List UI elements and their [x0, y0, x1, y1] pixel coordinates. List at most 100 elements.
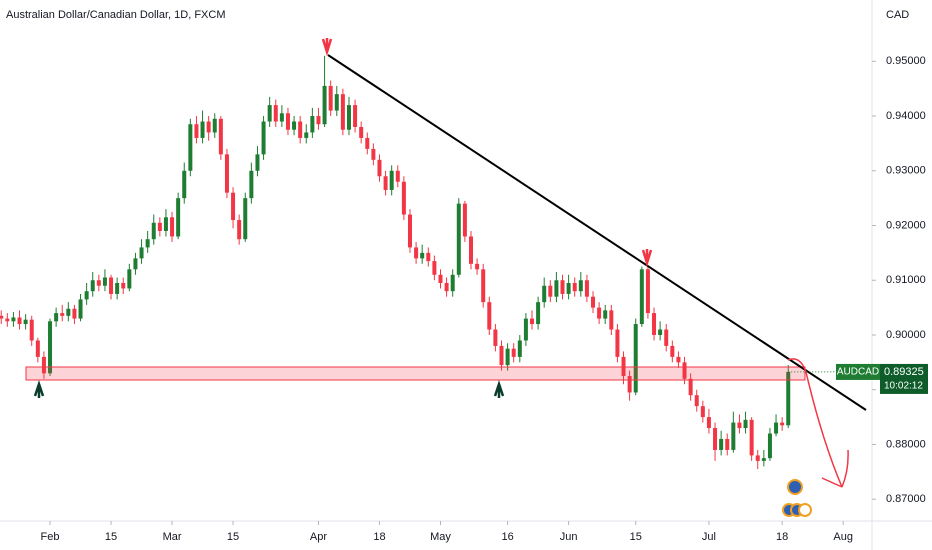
candle-body [298, 121, 303, 138]
candle-body [353, 105, 358, 127]
candle-body [767, 433, 772, 459]
candle-body [151, 222, 156, 240]
candle-body [41, 356, 46, 374]
candle-body [468, 236, 473, 264]
event-icon[interactable] [787, 479, 803, 495]
candle-body [377, 159, 382, 177]
x-tick-label: May [430, 531, 451, 543]
candle-body [279, 113, 284, 122]
candle-body [645, 269, 650, 314]
y-tick-label: 0.94000 [886, 110, 926, 122]
candle-body [48, 321, 53, 374]
axes: 0.870000.880000.890000.900000.910000.920… [41, 55, 928, 543]
candle-body [755, 455, 760, 461]
y-tick-label: 0.91000 [886, 274, 926, 286]
candle-body [127, 269, 132, 289]
candle-body [493, 329, 498, 346]
x-tick-label: 15 [105, 531, 117, 543]
candle-body [237, 220, 242, 240]
candle-body [334, 94, 339, 111]
candle-body [224, 154, 229, 193]
candle-body [0, 315, 4, 319]
candle-body [401, 181, 406, 215]
candle-body [346, 105, 351, 130]
candle-body [121, 282, 126, 289]
symbol-label: AUDCAD [837, 367, 879, 378]
candle-body [761, 458, 766, 461]
x-tick-label: 15 [227, 531, 239, 543]
candle-body [566, 282, 571, 294]
candle-body [145, 239, 150, 248]
down-arrow [641, 249, 653, 268]
candle-body [438, 274, 443, 283]
candle-body [505, 348, 510, 366]
candle-body [139, 247, 144, 259]
candle-body [627, 376, 632, 393]
candle-body [420, 252, 425, 259]
candle-body [261, 121, 266, 155]
candle-body [432, 261, 437, 275]
candle-body [414, 247, 419, 259]
candle-body [78, 299, 83, 319]
candle-body [676, 356, 681, 363]
candle-body [584, 280, 589, 297]
candle-body [200, 121, 205, 138]
candle-body [536, 302, 541, 325]
candle-body [249, 170, 254, 199]
candle-body [542, 285, 547, 303]
candle-body [725, 438, 730, 450]
candle-body [511, 348, 516, 357]
candle-body [615, 329, 620, 357]
candle-body [231, 192, 236, 221]
candle-body [304, 132, 309, 138]
candle-body [749, 419, 754, 456]
candle-body [548, 285, 553, 297]
projection-arrow [787, 358, 849, 488]
candle-body [572, 282, 577, 292]
candle-body [340, 94, 345, 130]
trend-line [327, 54, 867, 411]
candle-body [499, 345, 504, 366]
candle-body [163, 217, 168, 231]
candle-body [389, 170, 394, 190]
candle-body [5, 318, 10, 322]
candle-body [84, 291, 89, 300]
candle-body [743, 419, 748, 429]
x-tick-label: Aug [833, 531, 853, 543]
candle-body [328, 85, 333, 111]
event-icon[interactable] [798, 503, 812, 517]
candle-body [322, 85, 327, 125]
candle-body [11, 317, 16, 322]
y-tick-label: 0.88000 [886, 438, 926, 450]
candle-body [713, 428, 718, 450]
x-tick-label: Feb [41, 531, 60, 543]
candle-body [597, 307, 602, 319]
candle-body [206, 121, 211, 133]
candle-body [456, 203, 461, 275]
chart-title: Australian Dollar/Canadian Dollar, 1D, F… [6, 9, 225, 21]
candle-body [285, 113, 290, 130]
candle-body [444, 282, 449, 292]
candle-body [176, 198, 181, 237]
x-tick-label: 16 [501, 531, 513, 543]
candle-body [487, 302, 492, 330]
candle-body [560, 280, 565, 294]
symbol-tag [836, 363, 880, 380]
candle-body [243, 198, 248, 240]
candle-body [407, 214, 412, 248]
candle-body [700, 406, 705, 418]
candles [0, 55, 791, 470]
x-tick-label: 18 [776, 531, 788, 543]
candle-body [182, 170, 187, 199]
candle-body [774, 422, 779, 434]
candle-body [780, 422, 785, 426]
candle-body [365, 137, 370, 149]
candle-body [694, 395, 699, 407]
candle-body [652, 313, 657, 335]
candle-body [102, 277, 107, 286]
candle-body [35, 340, 40, 357]
candle-body [90, 280, 95, 292]
candle-body [621, 356, 626, 377]
